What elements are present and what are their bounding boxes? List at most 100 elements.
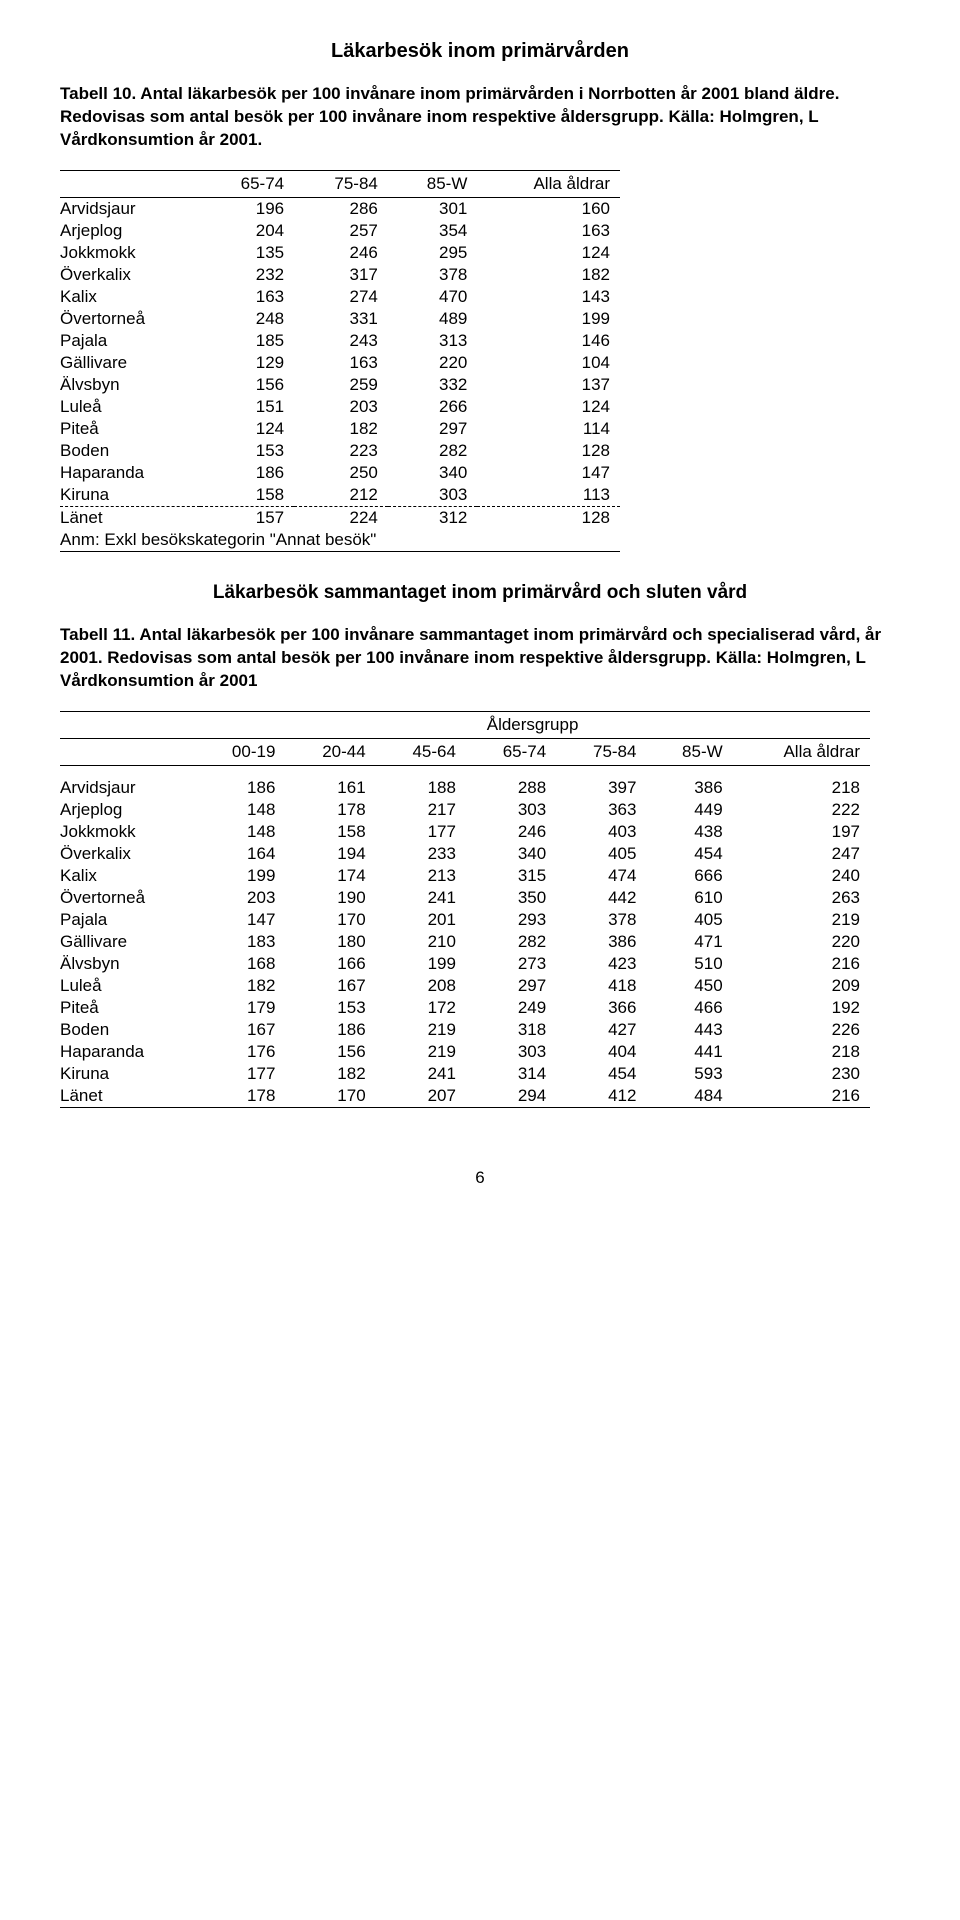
cell: 273: [466, 953, 556, 975]
table-11-col-header: 00-19: [195, 738, 285, 765]
cell: 313: [388, 330, 478, 352]
table-row: Arvidsjaur196286301160: [60, 197, 620, 220]
cell: 182: [285, 1063, 375, 1085]
cell: 163: [200, 286, 294, 308]
cell: 474: [556, 865, 646, 887]
cell: 405: [556, 843, 646, 865]
cell: 158: [285, 821, 375, 843]
row-label: Gällivare: [60, 352, 200, 374]
row-label: Övertorneå: [60, 887, 195, 909]
table-row: Boden167186219318427443226: [60, 1019, 870, 1041]
table-row: Arjeplog204257354163: [60, 220, 620, 242]
cell: 167: [195, 1019, 285, 1041]
cell: 199: [376, 953, 466, 975]
row-label: Arvidsjaur: [60, 197, 200, 220]
row-label: Överkalix: [60, 843, 195, 865]
table-row: Pajala147170201293378405219: [60, 909, 870, 931]
cell: 223: [294, 440, 388, 462]
cell: 340: [388, 462, 478, 484]
cell: 176: [195, 1041, 285, 1063]
cell: 186: [200, 462, 294, 484]
cell: 219: [376, 1019, 466, 1041]
table-row: Länet178170207294412484216: [60, 1085, 870, 1108]
cell: 266: [388, 396, 478, 418]
table-10-footnote: Anm: Exkl besökskategorin "Annat besök": [60, 529, 620, 552]
cell: 222: [733, 799, 870, 821]
table-row: Piteå179153172249366466192: [60, 997, 870, 1019]
row-label: Jokkmokk: [60, 821, 195, 843]
row-label: Arjeplog: [60, 799, 195, 821]
cell: 240: [733, 865, 870, 887]
row-label: Boden: [60, 1019, 195, 1041]
cell: 314: [466, 1063, 556, 1085]
cell: 217: [376, 799, 466, 821]
row-label: Haparanda: [60, 462, 200, 484]
cell: 177: [195, 1063, 285, 1085]
cell: 226: [733, 1019, 870, 1041]
row-label: Pajala: [60, 909, 195, 931]
cell: 404: [556, 1041, 646, 1063]
cell: 386: [646, 765, 732, 799]
cell: 210: [376, 931, 466, 953]
table-row: Överkalix164194233340405454247: [60, 843, 870, 865]
cell: 303: [466, 1041, 556, 1063]
table-11-col-header: [60, 738, 195, 765]
cell: 124: [200, 418, 294, 440]
cell: 172: [376, 997, 466, 1019]
cell: 168: [195, 953, 285, 975]
cell: 257: [294, 220, 388, 242]
cell: 199: [195, 865, 285, 887]
page-number: 6: [60, 1168, 900, 1188]
row-label: Arvidsjaur: [60, 765, 195, 799]
cell: 312: [388, 506, 478, 529]
cell: 209: [733, 975, 870, 997]
cell: 151: [200, 396, 294, 418]
cell: 470: [388, 286, 478, 308]
cell: 293: [466, 909, 556, 931]
row-label: Länet: [60, 506, 200, 529]
table-11-body: Arvidsjaur186161188288397386218Arjeplog1…: [60, 765, 870, 1107]
table-row: Pajala185243313146: [60, 330, 620, 352]
cell: 466: [646, 997, 732, 1019]
table-10-col-header: 85-W: [388, 170, 478, 197]
cell: 331: [294, 308, 388, 330]
table-row: Haparanda176156219303404441218: [60, 1041, 870, 1063]
cell: 593: [646, 1063, 732, 1085]
cell: 246: [294, 242, 388, 264]
table-10-body: Arvidsjaur196286301160Arjeplog2042573541…: [60, 197, 620, 551]
cell: 397: [556, 765, 646, 799]
cell: 340: [466, 843, 556, 865]
cell: 418: [556, 975, 646, 997]
cell: 188: [376, 765, 466, 799]
cell: 318: [466, 1019, 556, 1041]
table-10-col-header: Alla åldrar: [477, 170, 620, 197]
table-10-col-header: 75-84: [294, 170, 388, 197]
cell: 147: [195, 909, 285, 931]
cell: 190: [285, 887, 375, 909]
cell: 354: [388, 220, 478, 242]
row-label: Gällivare: [60, 931, 195, 953]
cell: 204: [200, 220, 294, 242]
cell: 192: [733, 997, 870, 1019]
cell: 153: [285, 997, 375, 1019]
row-label: Kiruna: [60, 484, 200, 507]
table-11-col-header: 65-74: [466, 738, 556, 765]
cell: 182: [477, 264, 620, 286]
table-11-col-header: 75-84: [556, 738, 646, 765]
cell: 163: [294, 352, 388, 374]
cell: 282: [466, 931, 556, 953]
table-row: Övertorneå248331489199: [60, 308, 620, 330]
cell: 143: [477, 286, 620, 308]
cell: 259: [294, 374, 388, 396]
cell: 114: [477, 418, 620, 440]
cell: 450: [646, 975, 732, 997]
table-row: Luleå182167208297418450209: [60, 975, 870, 997]
cell: 124: [477, 396, 620, 418]
cell: 182: [294, 418, 388, 440]
cell: 170: [285, 909, 375, 931]
cell: 248: [200, 308, 294, 330]
cell: 443: [646, 1019, 732, 1041]
cell: 178: [285, 799, 375, 821]
cell: 207: [376, 1085, 466, 1108]
cell: 113: [477, 484, 620, 507]
